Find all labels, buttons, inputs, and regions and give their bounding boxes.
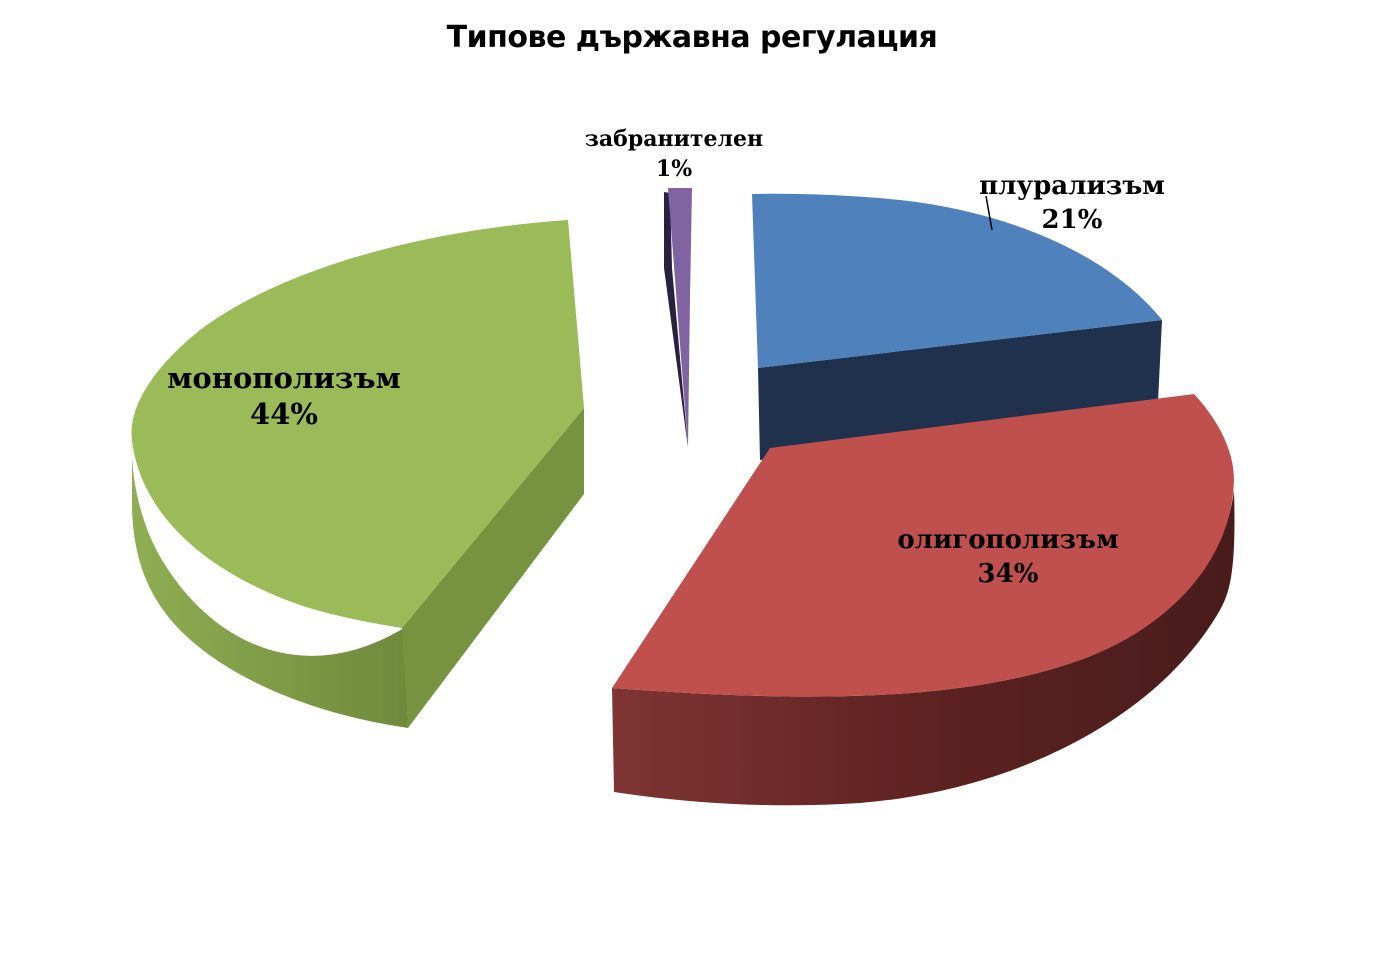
slice-side-олигополизъм	[612, 490, 1235, 806]
pie-slice-забранителен	[664, 188, 692, 448]
slice-value-олигополизъм: 34%	[978, 559, 1039, 589]
slice-value-плурализъм: 21%	[1042, 205, 1103, 235]
slice-side-монополизъм-cut	[402, 408, 584, 728]
pie-slice-плурализъм	[752, 193, 1162, 460]
slice-label-забранителен: забранителен	[585, 126, 763, 152]
slice-value-монополизъм: 44%	[250, 397, 318, 431]
pie-slice-монополизъм	[131, 220, 584, 728]
slice-label-плурализъм: плурализъм	[979, 171, 1165, 201]
slice-side-забранителен	[664, 192, 688, 448]
slice-top-монополизъм	[131, 220, 584, 628]
pie-slice-олигополизъм	[612, 394, 1235, 806]
slice-label-монополизъм: монополизъм	[167, 361, 401, 395]
slice-side-монополизъм-front	[131, 436, 408, 728]
slice-top-плурализъм	[752, 193, 1162, 368]
leader-line-плурализъм	[985, 195, 993, 231]
slice-side-плурализъм	[758, 320, 1162, 460]
slice-label-олигополизъм: олигополизъм	[897, 525, 1118, 555]
chart-title: Типове държавна регулация	[446, 20, 938, 55]
slice-top-олигополизъм	[612, 394, 1234, 697]
slice-top-забранителен	[668, 188, 692, 448]
slice-value-забранителен: 1%	[656, 156, 692, 182]
